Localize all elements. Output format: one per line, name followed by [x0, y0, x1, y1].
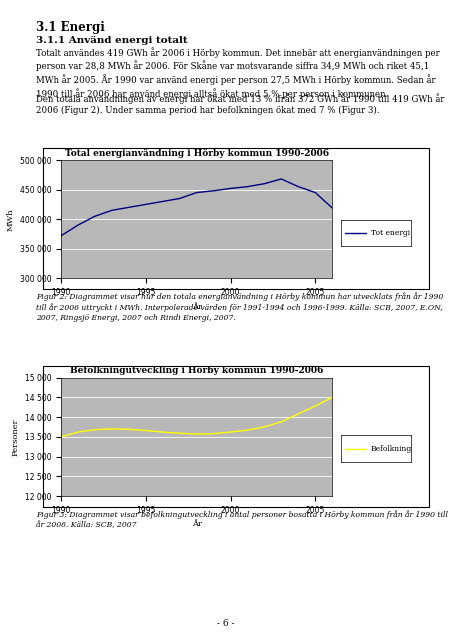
Y-axis label: Personer: Personer [11, 418, 19, 456]
Text: - 6 -: - 6 - [217, 620, 234, 628]
Text: Befolkning: Befolkning [370, 445, 411, 452]
Y-axis label: MWh: MWh [6, 208, 14, 230]
Title: Total energianvändning i Hörby kommun 1990-2006: Total energianvändning i Hörby kommun 19… [64, 148, 328, 158]
Text: 3.1 Energi: 3.1 Energi [36, 21, 105, 34]
X-axis label: År: År [191, 303, 201, 310]
X-axis label: År: År [191, 520, 201, 528]
Text: 3.1.1 Använd energi totalt: 3.1.1 Använd energi totalt [36, 36, 187, 45]
Text: Figur 3: Diagrammet visar befolkningutveckling i antal personer bosatta i Hörby : Figur 3: Diagrammet visar befolkningutve… [36, 511, 447, 529]
Title: Befolkningutveckling i Hörby kommun 1990-2006: Befolkningutveckling i Hörby kommun 1990… [70, 366, 322, 376]
Text: Figur 2: Diagrammet visar hur den totala energianvändning i Hörby kommun har utv: Figur 2: Diagrammet visar hur den totala… [36, 292, 442, 322]
Text: Totalt användes 419 GWh år 2006 i Hörby kommun. Det innebär att energianvändning: Totalt användes 419 GWh år 2006 i Hörby … [36, 47, 439, 99]
Text: Den totala användningen av energi har ökat med 13 % ifrån 372 GWh år 1990 till 4: Den totala användningen av energi har ök… [36, 93, 444, 115]
Text: Tot energi: Tot energi [370, 229, 409, 237]
